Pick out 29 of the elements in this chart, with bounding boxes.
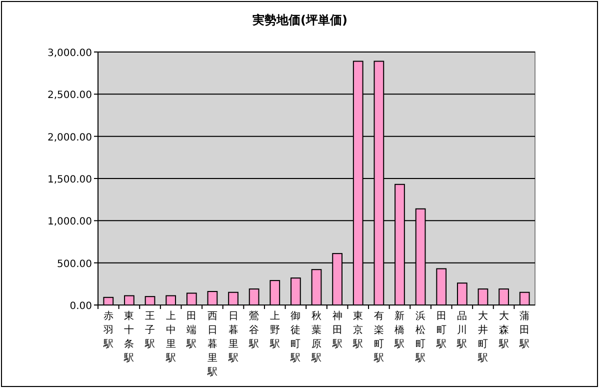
chart-title: 実勢地価(坪単価)	[252, 13, 348, 27]
y-tick-label: 0.00	[70, 301, 92, 312]
y-tick-label: 1,500.00	[47, 174, 92, 186]
x-tick-label: 品川駅	[456, 311, 468, 350]
x-tick-label: 西日暮里駅	[206, 311, 218, 378]
y-tick-label: 2,500.00	[47, 90, 92, 102]
x-tick-label: 有楽町駅	[372, 310, 384, 364]
y-tick-label: 3,000.00	[47, 48, 92, 59]
x-tick-label: 上野駅	[268, 310, 280, 350]
x-tick-label: 蒲田駅	[518, 310, 530, 350]
x-tick-label: 田町駅	[435, 311, 446, 350]
y-tick-label: 1,000.00	[47, 216, 92, 228]
x-tick-label: 東京駅	[352, 310, 364, 350]
x-tick-label: 神田駅	[331, 310, 342, 350]
y-tick-label: 2,000.00	[47, 132, 92, 144]
x-tick-label: 新橋駅	[394, 310, 405, 350]
x-tick-label: 日暮里駅	[227, 311, 238, 364]
x-tick-label: 浜松町駅	[414, 310, 426, 364]
x-tick-label: 御徒町駅	[290, 311, 301, 364]
x-tick-label: 大井町駅	[476, 310, 488, 364]
x-tick-label: 赤羽駅	[102, 310, 114, 350]
y-tick-label: 500.00	[57, 258, 92, 270]
x-tick-label: 上中里駅	[164, 310, 176, 364]
x-tick-label: 田端駅	[186, 311, 197, 350]
x-tick-label: 鶯谷駅	[248, 310, 260, 350]
x-tick-label: 秋葉原駅	[310, 310, 322, 364]
x-tick-label: 大森駅	[498, 310, 509, 350]
x-tick-label: 王子駅	[144, 311, 156, 350]
x-tick-label: 東十条駅	[123, 310, 134, 364]
